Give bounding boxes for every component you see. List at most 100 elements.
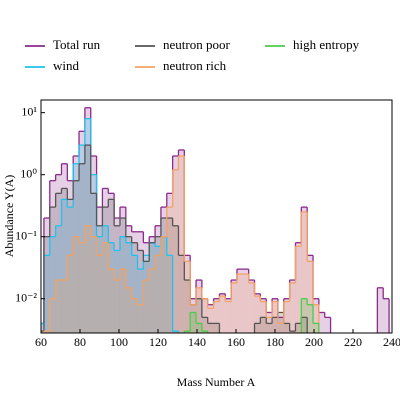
bin-fill xyxy=(178,255,185,333)
bin-fill xyxy=(131,231,138,333)
x-tick-label: 180 xyxy=(266,335,284,349)
bin-fill xyxy=(160,236,167,333)
bin-fill xyxy=(137,304,144,333)
bin-fill xyxy=(231,280,237,333)
bin-fill xyxy=(149,236,156,333)
bin-fill xyxy=(295,242,302,333)
bin-fill xyxy=(49,180,56,333)
bin-fill xyxy=(178,156,185,333)
bin-fill xyxy=(125,236,132,333)
bin-fill xyxy=(172,331,179,333)
legend-label: neutron rich xyxy=(163,58,227,73)
bin-fill xyxy=(84,107,91,333)
bin-fill xyxy=(149,269,156,333)
bin-fill xyxy=(219,293,226,333)
bin-fill xyxy=(307,304,314,333)
bin-fill xyxy=(155,246,161,333)
bin-fill xyxy=(260,298,267,333)
x-tick-label: 60 xyxy=(35,335,47,349)
bin-fill xyxy=(61,188,68,333)
bin-fill xyxy=(73,236,80,333)
bin-fill xyxy=(301,207,308,333)
bin-fill xyxy=(119,218,126,333)
bin-fill xyxy=(131,298,138,333)
bin-fill xyxy=(213,323,220,333)
bin-fill xyxy=(266,312,273,333)
bin-fill xyxy=(313,298,319,333)
bin-fill xyxy=(114,218,120,333)
bin-fill xyxy=(96,255,103,333)
bin-fill xyxy=(137,269,144,333)
bin-fill xyxy=(143,255,150,333)
bin-fill xyxy=(307,261,314,333)
bin-fill xyxy=(248,280,255,333)
bin-fill xyxy=(96,236,103,333)
y-tick-label: 10⁰ xyxy=(20,166,37,180)
bin-fill xyxy=(73,163,80,333)
x-tick-label: 100 xyxy=(110,335,128,349)
bin-fill xyxy=(289,331,296,333)
bin-fill xyxy=(196,280,202,333)
bin-fill xyxy=(137,250,144,333)
bin-fill xyxy=(79,131,85,333)
x-tick-label: 200 xyxy=(305,335,323,349)
bin-fill xyxy=(236,274,243,333)
bin-fill xyxy=(266,317,273,333)
bin-fill xyxy=(49,207,56,333)
bin-fill xyxy=(225,298,232,333)
bin-fill xyxy=(41,331,44,333)
bin-fill xyxy=(277,323,284,333)
bin-fill xyxy=(119,207,126,333)
bin-fill xyxy=(313,304,319,333)
bin-fill xyxy=(172,169,179,333)
bin-fill xyxy=(207,308,214,333)
bin-fill xyxy=(277,312,284,333)
bin-fill xyxy=(102,225,109,333)
bin-fill xyxy=(295,323,302,333)
x-tick-label: 140 xyxy=(188,335,206,349)
bin-fill xyxy=(114,250,120,333)
bin-fill xyxy=(383,298,390,333)
bin-fill xyxy=(196,287,202,333)
bin-fill xyxy=(125,225,132,333)
y-tick-label: 10¹ xyxy=(21,104,37,118)
bin-fill xyxy=(318,312,325,333)
bin-fill xyxy=(260,317,267,333)
x-tick-label: 120 xyxy=(149,335,167,349)
legend-label: high entropy xyxy=(293,37,360,52)
bin-fill xyxy=(79,163,85,333)
bin-fill xyxy=(172,225,179,333)
y-tick-label: 10⁻¹ xyxy=(15,228,37,242)
bin-fill xyxy=(67,180,74,333)
bin-fill xyxy=(143,280,150,333)
bin-fill xyxy=(84,145,91,333)
bin-fill xyxy=(277,317,284,333)
bin-fill xyxy=(102,207,109,333)
bin-fill xyxy=(155,236,161,333)
bin-fill xyxy=(190,298,197,333)
bin-fill xyxy=(295,246,302,333)
bin-fill xyxy=(225,301,232,333)
bin-fill xyxy=(289,280,296,333)
bin-fill xyxy=(102,188,109,333)
bin-fill xyxy=(79,145,85,333)
x-tick-label: 240 xyxy=(383,335,400,349)
bin-fill xyxy=(207,304,214,333)
bin-fill xyxy=(41,323,44,333)
bin-fill xyxy=(166,207,173,333)
bin-fill xyxy=(73,156,80,333)
bin-fill xyxy=(236,269,243,333)
bin-fill xyxy=(190,304,197,333)
bin-fill xyxy=(283,301,290,333)
bin-fill xyxy=(242,274,249,333)
bin-fill xyxy=(41,323,44,333)
bin-fill xyxy=(166,255,173,333)
bin-fill xyxy=(184,331,191,333)
bin-fill xyxy=(324,317,331,333)
bin-fill xyxy=(207,323,214,333)
bin-fill xyxy=(219,296,226,333)
bin-fill xyxy=(254,323,261,333)
bin-fill xyxy=(178,149,185,333)
bin-fill xyxy=(172,156,179,333)
bin-fill xyxy=(55,174,62,333)
